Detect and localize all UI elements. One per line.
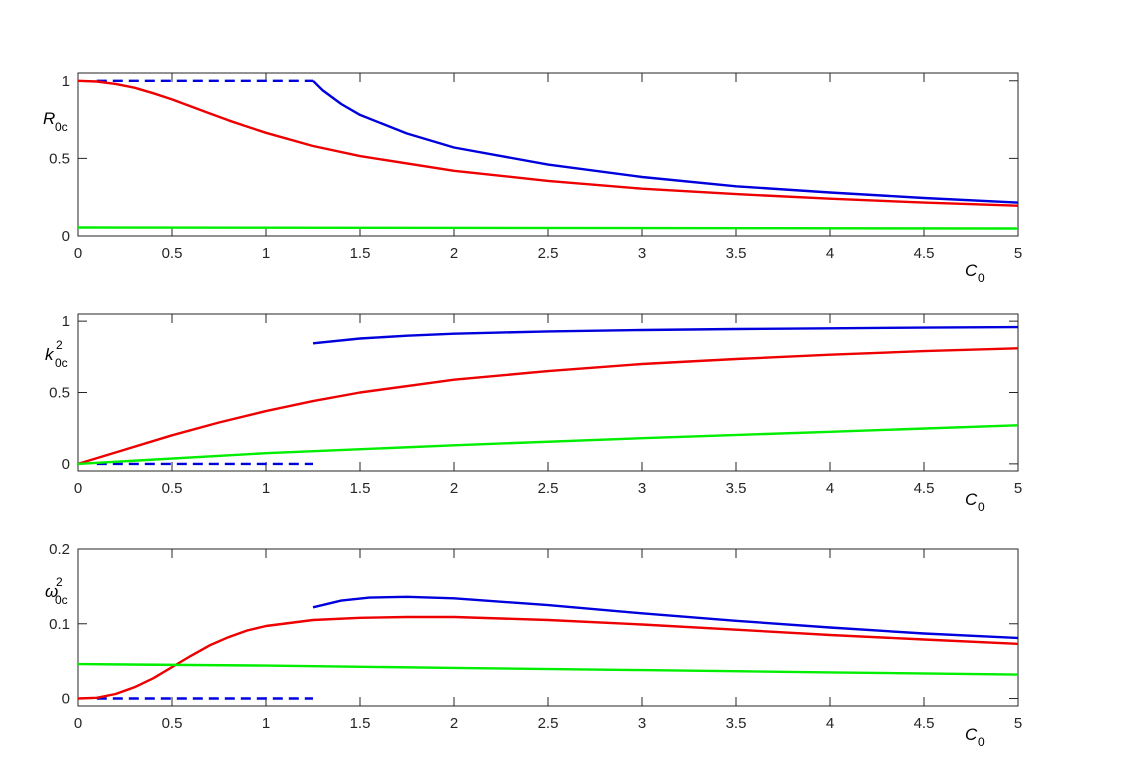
y-tick-label: 1 <box>62 73 70 90</box>
x-tick-label: 2 <box>450 245 458 262</box>
y-axis-label: R <box>43 109 55 128</box>
x-axis-label: C <box>965 261 978 280</box>
x-tick-label: 1 <box>262 245 270 262</box>
y-axis-label-sup: 2 <box>56 338 63 352</box>
x-tick-label: 1.5 <box>350 480 371 497</box>
x-tick-label: 3.5 <box>726 245 747 262</box>
y-axis-label: k <box>45 345 55 364</box>
x-tick-label: 4.5 <box>914 480 935 497</box>
y-tick-label: 0 <box>62 228 70 245</box>
y-axis-label-sub: 0c <box>55 356 68 370</box>
x-tick-label: 3.5 <box>726 715 747 732</box>
x-axis-label-sub: 0 <box>978 271 985 285</box>
x-tick-label: 5 <box>1014 715 1022 732</box>
x-tick-label: 2 <box>450 480 458 497</box>
y-axis-label-main: ω <box>45 582 58 601</box>
y-tick-label: 0 <box>62 456 70 473</box>
y-tick-label: 0 <box>62 691 70 708</box>
y-axis-label: ω <box>45 582 58 601</box>
x-tick-label: 3 <box>638 715 646 732</box>
x-tick-label: 0.5 <box>162 715 183 732</box>
series-line-4 <box>78 424 1018 466</box>
x-tick-label: 1.5 <box>350 245 371 262</box>
series-line-2 <box>312 595 1018 640</box>
series-line-3 <box>78 347 1018 466</box>
y-axis-label-main: k <box>45 345 55 364</box>
x-tick-label: 0 <box>74 245 82 262</box>
x-tick-label: 4.5 <box>914 715 935 732</box>
series-line-2 <box>312 325 1018 345</box>
y-axis-label-main: R <box>43 109 55 128</box>
x-tick-label: 0 <box>74 715 82 732</box>
x-tick-label: 4 <box>826 245 834 262</box>
axes-frame <box>77 72 1019 237</box>
x-tick-label: 0.5 <box>162 245 183 262</box>
y-tick-label: 0.5 <box>49 150 70 167</box>
series-line-2 <box>312 79 1018 204</box>
y-axis-label-sub: 0c <box>55 593 68 607</box>
series-line-4 <box>78 662 1018 676</box>
y-tick-label: 0.2 <box>49 541 70 558</box>
x-tick-label: 5 <box>1014 245 1022 262</box>
x-axis-label-sub: 0 <box>978 735 985 749</box>
x-tick-label: 0.5 <box>162 480 183 497</box>
x-axis-label: C <box>965 490 978 509</box>
series-line-3 <box>78 615 1018 700</box>
series-line-4 <box>78 226 1018 230</box>
x-tick-label: 4.5 <box>914 245 935 262</box>
x-tick-label: 2.5 <box>538 245 559 262</box>
x-tick-label: 4 <box>826 480 834 497</box>
y-tick-label: 0.5 <box>49 385 70 402</box>
x-tick-label: 0 <box>74 480 82 497</box>
x-tick-label: 1 <box>262 480 270 497</box>
y-tick-label: 0.1 <box>49 616 70 633</box>
y-axis-label-sub: 0c <box>55 120 68 134</box>
y-tick-label: 1 <box>62 313 70 330</box>
x-tick-label: 2.5 <box>538 715 559 732</box>
x-tick-label: 3 <box>638 480 646 497</box>
y-axis-label-sup: 2 <box>56 575 63 589</box>
x-tick-label: 1.5 <box>350 715 371 732</box>
axes-frame <box>77 548 1019 707</box>
x-tick-label: 3 <box>638 245 646 262</box>
x-tick-label: 1 <box>262 715 270 732</box>
x-axis-label: C <box>965 725 978 744</box>
x-tick-label: 3.5 <box>726 480 747 497</box>
series-line-3 <box>78 79 1018 207</box>
x-tick-label: 2 <box>450 715 458 732</box>
axes-frame <box>77 313 1019 472</box>
x-tick-label: 4 <box>826 715 834 732</box>
subplot-1: 0 0.5 1 1.5 2 2.5 3 3.5 4 4.5 500.51R 0cC 0 <box>43 72 1022 285</box>
x-axis-label-sub: 0 <box>978 500 985 514</box>
x-tick-label: 5 <box>1014 480 1022 497</box>
x-tick-label: 2.5 <box>538 480 559 497</box>
